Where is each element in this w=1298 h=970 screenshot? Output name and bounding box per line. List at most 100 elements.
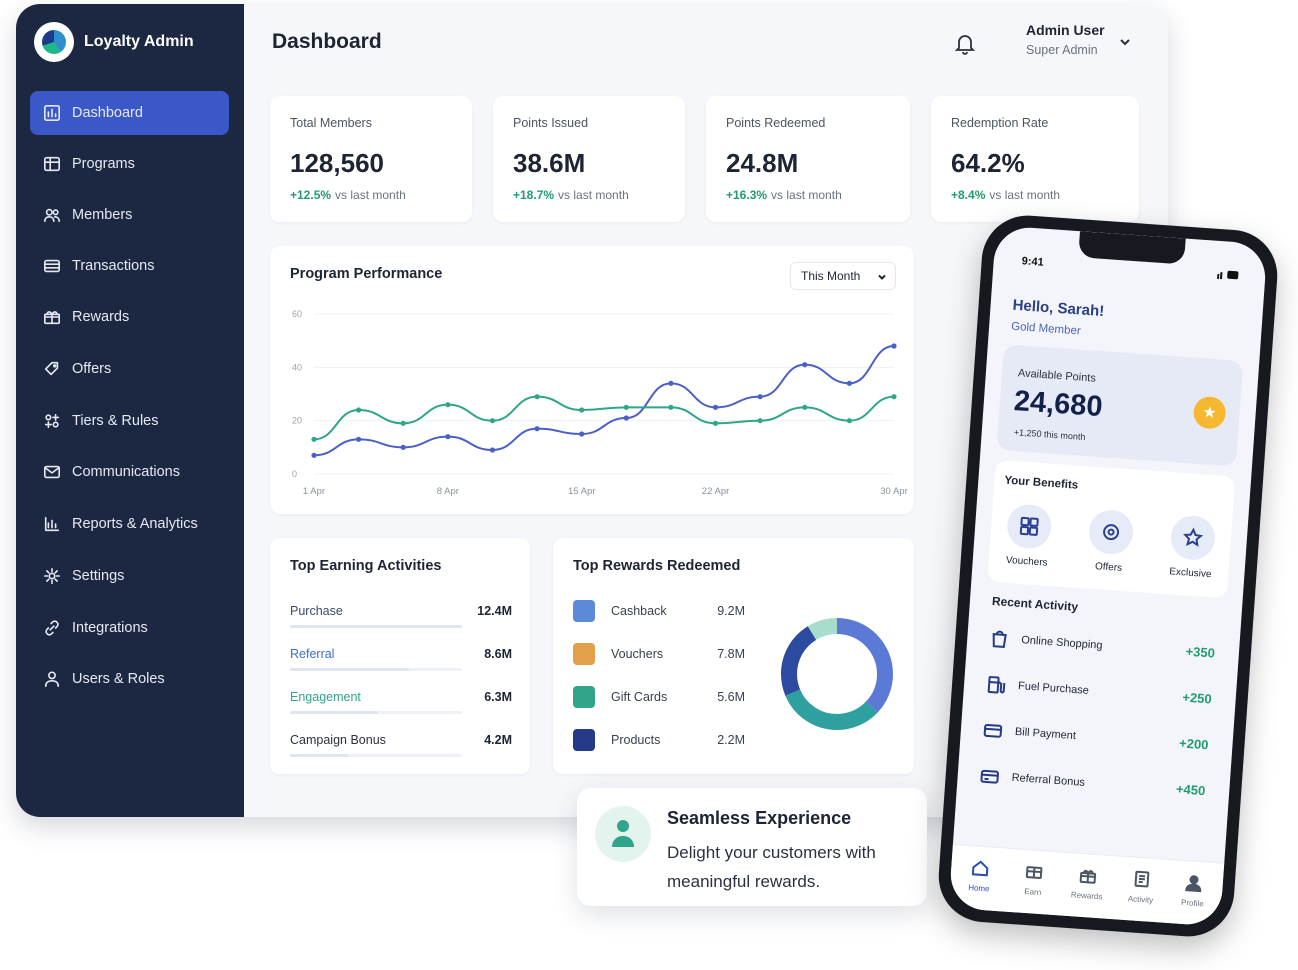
- data-point[interactable]: [623, 415, 629, 421]
- period-select[interactable]: This Month: [790, 262, 896, 290]
- gift-icon: [1079, 869, 1097, 884]
- data-point[interactable]: [579, 431, 585, 437]
- app-logo[interactable]: Loyalty Admin: [34, 22, 194, 62]
- tab-earn[interactable]: Earn: [1006, 861, 1062, 899]
- stat-change-value: +8.4%: [951, 188, 986, 202]
- home-icon: [971, 860, 989, 877]
- sidebar-item-members[interactable]: Members: [30, 193, 229, 237]
- user-icon: [42, 669, 62, 689]
- chevron-down-icon[interactable]: [1118, 35, 1132, 49]
- stat-label: Points Redeemed: [726, 116, 826, 130]
- data-point[interactable]: [311, 436, 317, 442]
- tab-rewards[interactable]: Rewards: [1059, 864, 1115, 902]
- data-point[interactable]: [712, 404, 719, 410]
- sidebar-item-integrations[interactable]: Integrations: [30, 606, 229, 650]
- reward-icon: [573, 686, 595, 708]
- donut-slice[interactable]: [781, 618, 893, 730]
- data-point[interactable]: [400, 420, 406, 426]
- activity-points: +450: [1175, 781, 1206, 799]
- recent-title: Recent Activity: [991, 593, 1079, 614]
- mobile-phone-mockup: 9:41 Hello, Sarah! Gold Member Available…: [935, 212, 1281, 940]
- activity-points: +250: [1181, 689, 1213, 707]
- activity-icon: [1134, 870, 1150, 888]
- data-point[interactable]: [757, 394, 763, 400]
- data-point[interactable]: [712, 420, 719, 426]
- sidebar-item-settings[interactable]: Settings: [30, 554, 229, 598]
- data-point[interactable]: [802, 404, 808, 410]
- feature-callout-card: Seamless Experience Delight your custome…: [577, 788, 927, 906]
- performance-line-chart: 0 20 40 60 1 Apr 8 Apr 15 Apr 22 Apr 30 Apr: [292, 309, 908, 497]
- tab-label: Earn: [1024, 886, 1042, 898]
- sidebar-item-label: Integrations: [72, 620, 148, 636]
- activity-label: Purchase: [290, 604, 343, 618]
- points-label: Available Points: [1017, 367, 1097, 385]
- chart-title: Program Performance: [290, 266, 443, 282]
- data-point[interactable]: [668, 404, 674, 410]
- sidebar-item-tiers-rules[interactable]: Tiers & Rules: [30, 399, 229, 443]
- data-point[interactable]: [668, 380, 674, 386]
- data-point[interactable]: [846, 380, 852, 386]
- activity-value: 4.2M: [484, 733, 512, 747]
- sidebar-item-dashboard[interactable]: Dashboard: [30, 91, 229, 135]
- sidebar-item-rewards[interactable]: Rewards: [30, 295, 229, 339]
- donut-slice[interactable]: [781, 618, 893, 730]
- data-point[interactable]: [534, 426, 540, 432]
- user-role: Super Admin: [1026, 43, 1098, 57]
- offers-badge-icon: [1087, 508, 1135, 556]
- data-point[interactable]: [802, 362, 808, 368]
- benefit-exclusive[interactable]: Exclusive: [1154, 513, 1230, 581]
- sidebar-item-label: Settings: [72, 568, 125, 584]
- data-point[interactable]: [846, 418, 852, 424]
- activity-row[interactable]: Fuel Purchase +250: [984, 670, 1218, 726]
- data-point[interactable]: [489, 447, 496, 453]
- user-menu[interactable]: Admin User Super Admin: [1026, 22, 1105, 57]
- activity-label: Campaign Bonus: [290, 733, 386, 747]
- data-point[interactable]: [623, 404, 629, 410]
- data-point[interactable]: [445, 402, 451, 408]
- stat-label: Points Issued: [513, 116, 589, 130]
- activity-label: Referral: [290, 647, 335, 661]
- data-point[interactable]: [489, 418, 496, 424]
- voucher-icon: [1005, 502, 1053, 550]
- sidebar-item-transactions[interactable]: Transactions: [30, 244, 229, 288]
- admin-window: Loyalty Admin Dashboard Programs Members…: [16, 4, 1168, 817]
- data-point[interactable]: [891, 343, 897, 349]
- sidebar-item-users-roles[interactable]: Users & Roles: [30, 657, 229, 701]
- tab-activity[interactable]: Activity: [1113, 868, 1169, 906]
- sidebar-item-programs[interactable]: Programs: [30, 142, 229, 186]
- activity-row[interactable]: Bill Payment +200: [981, 716, 1215, 772]
- page-title: Dashboard: [272, 30, 382, 53]
- sidebar-item-communications[interactable]: Communications: [30, 450, 229, 494]
- y-tick-label: 40: [292, 362, 302, 372]
- members-icon: [42, 205, 62, 225]
- activity-row[interactable]: Referral Bonus +450: [978, 762, 1212, 818]
- stat-change-suffix: vs last month: [558, 188, 629, 202]
- activity-row[interactable]: Online Shopping +350: [988, 624, 1222, 680]
- series-line-1: [313, 395, 895, 441]
- data-point[interactable]: [356, 407, 362, 413]
- sidebar-item-reports-analytics[interactable]: Reports & Analytics: [30, 502, 229, 546]
- data-point[interactable]: [891, 394, 897, 400]
- data-point[interactable]: [311, 452, 317, 458]
- signal-battery-icon: [1216, 270, 1239, 280]
- points-card[interactable]: Available Points 24,680 +1,250 this mont…: [996, 344, 1244, 467]
- tab-profile[interactable]: Profile: [1165, 872, 1221, 910]
- reward-value: 9.2M: [717, 604, 745, 618]
- data-point[interactable]: [534, 394, 540, 400]
- tab-home[interactable]: Home: [952, 857, 1008, 895]
- referral-card-icon: [979, 766, 1002, 789]
- data-point[interactable]: [400, 444, 406, 450]
- activity-value: 12.4M: [477, 604, 512, 618]
- stat-change-value: +12.5%: [290, 188, 332, 202]
- benefit-offers[interactable]: Offers: [1072, 508, 1148, 576]
- data-point[interactable]: [356, 436, 362, 442]
- data-point[interactable]: [757, 418, 763, 424]
- data-point[interactable]: [445, 434, 451, 440]
- donut-slice[interactable]: [781, 618, 893, 730]
- phone-tab-bar: Home Earn Rewards Activity Profile: [948, 843, 1225, 927]
- benefit-vouchers[interactable]: Vouchers: [990, 502, 1066, 570]
- sidebar-item-offers[interactable]: Offers: [30, 347, 229, 391]
- data-point[interactable]: [579, 407, 585, 413]
- notification-bell-icon[interactable]: [954, 31, 976, 55]
